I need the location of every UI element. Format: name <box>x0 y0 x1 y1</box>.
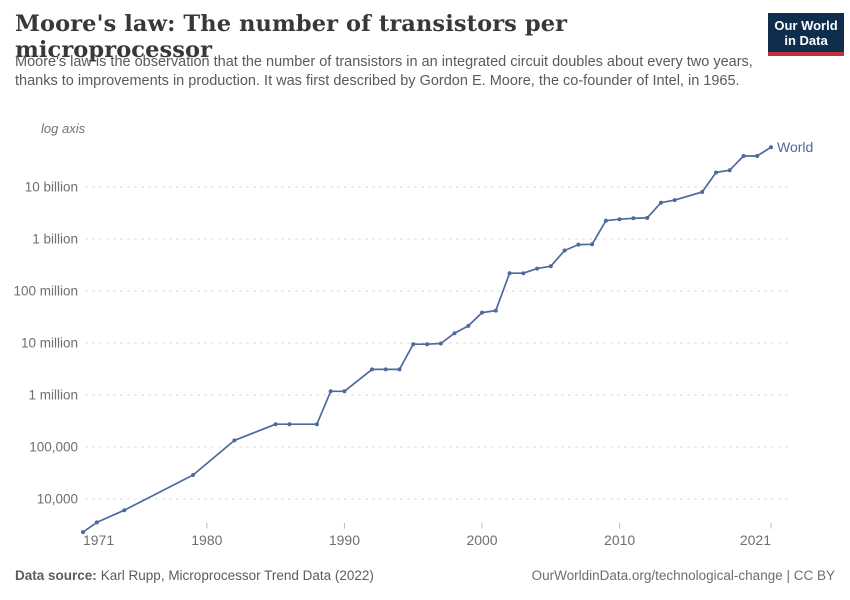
x-axis-group: 1971 1980 1990 2000 2010 2021 <box>83 523 772 548</box>
x-tick-label: 2021 <box>740 532 771 548</box>
y-tick-label: 10,000 <box>37 492 78 507</box>
data-point-marker[interactable] <box>521 271 526 276</box>
data-point-marker[interactable] <box>452 331 457 336</box>
data-point-marker[interactable] <box>493 308 498 313</box>
chart-footer: Data source: Karl Rupp, Microprocessor Tr… <box>15 568 835 583</box>
chart-subtitle: Moore's law is the observation that the … <box>15 54 753 89</box>
gridlines-group: 10,000 100,000 1 million 10 million 100 mill… <box>13 180 790 507</box>
data-point-marker[interactable] <box>769 145 773 150</box>
data-point-marker[interactable] <box>576 242 581 247</box>
data-point-marker[interactable] <box>370 367 374 372</box>
y-tick-label: 100 million <box>13 284 78 299</box>
y-tick-label: 10 billion <box>25 180 78 195</box>
logo-line2: in Data <box>784 33 828 48</box>
data-point-marker[interactable] <box>122 508 127 513</box>
data-point-marker[interactable] <box>287 422 292 427</box>
x-tick-label: 2000 <box>466 532 497 548</box>
data-points-group <box>81 145 773 535</box>
data-point-marker[interactable] <box>81 530 85 535</box>
data-point-marker[interactable] <box>480 310 484 315</box>
data-point-marker[interactable] <box>314 422 319 427</box>
data-point-marker[interactable] <box>507 271 512 276</box>
data-point-marker[interactable] <box>425 342 429 347</box>
data-point-marker[interactable] <box>328 389 333 394</box>
data-point-marker[interactable] <box>631 216 636 221</box>
data-point-marker[interactable] <box>755 154 760 158</box>
data-point-marker[interactable] <box>397 367 402 372</box>
world-series-line[interactable] <box>82 146 772 533</box>
data-point-marker[interactable] <box>232 438 237 443</box>
page-title: Moore's law: The number of transistors p… <box>15 11 568 63</box>
y-tick-label: 1 billion <box>32 232 78 247</box>
data-point-marker[interactable] <box>535 266 540 271</box>
y-tick-label: 1 million <box>28 388 78 403</box>
data-source-value: Karl Rupp, Microprocessor Trend Data (20… <box>100 568 374 583</box>
data-point-marker[interactable] <box>342 389 347 394</box>
data-point-marker[interactable] <box>603 218 608 223</box>
data-point-marker[interactable] <box>672 198 677 203</box>
data-point-marker[interactable] <box>94 520 99 525</box>
data-point-marker[interactable] <box>562 248 567 253</box>
data-point-marker[interactable] <box>383 367 388 372</box>
x-tick-label: 1980 <box>191 532 222 548</box>
x-tick-label: 1990 <box>329 532 360 548</box>
data-point-marker[interactable] <box>466 323 471 328</box>
data-point-marker[interactable] <box>411 342 416 347</box>
owid-logo[interactable]: Our World in Data <box>768 13 844 56</box>
data-point-marker[interactable] <box>741 154 746 158</box>
log-axis-label: log axis <box>41 121 86 136</box>
data-source-label: Data source: <box>15 568 97 583</box>
data-point-marker[interactable] <box>590 242 595 247</box>
x-tick-label: 1971 <box>83 532 114 548</box>
x-tick-label: 2010 <box>604 532 635 548</box>
y-tick-label: 10 million <box>21 336 78 351</box>
data-point-marker[interactable] <box>273 422 278 427</box>
data-point-marker[interactable] <box>438 341 443 346</box>
data-point-marker[interactable] <box>700 190 705 194</box>
data-source: Data source: Karl Rupp, Microprocessor Tr… <box>15 568 374 583</box>
series-label-world[interactable]: World <box>777 139 813 155</box>
data-point-marker[interactable] <box>191 473 196 477</box>
data-point-marker[interactable] <box>714 170 718 175</box>
data-point-marker[interactable] <box>617 217 622 222</box>
data-point-marker[interactable] <box>658 200 663 205</box>
data-point-marker[interactable] <box>727 168 732 173</box>
y-tick-label: 100,000 <box>29 440 78 455</box>
credit-link[interactable]: OurWorldinData.org/technological-change … <box>531 568 835 583</box>
logo-line1: Our World <box>774 18 838 33</box>
data-point-marker[interactable] <box>548 264 553 269</box>
data-point-marker[interactable] <box>645 215 650 220</box>
